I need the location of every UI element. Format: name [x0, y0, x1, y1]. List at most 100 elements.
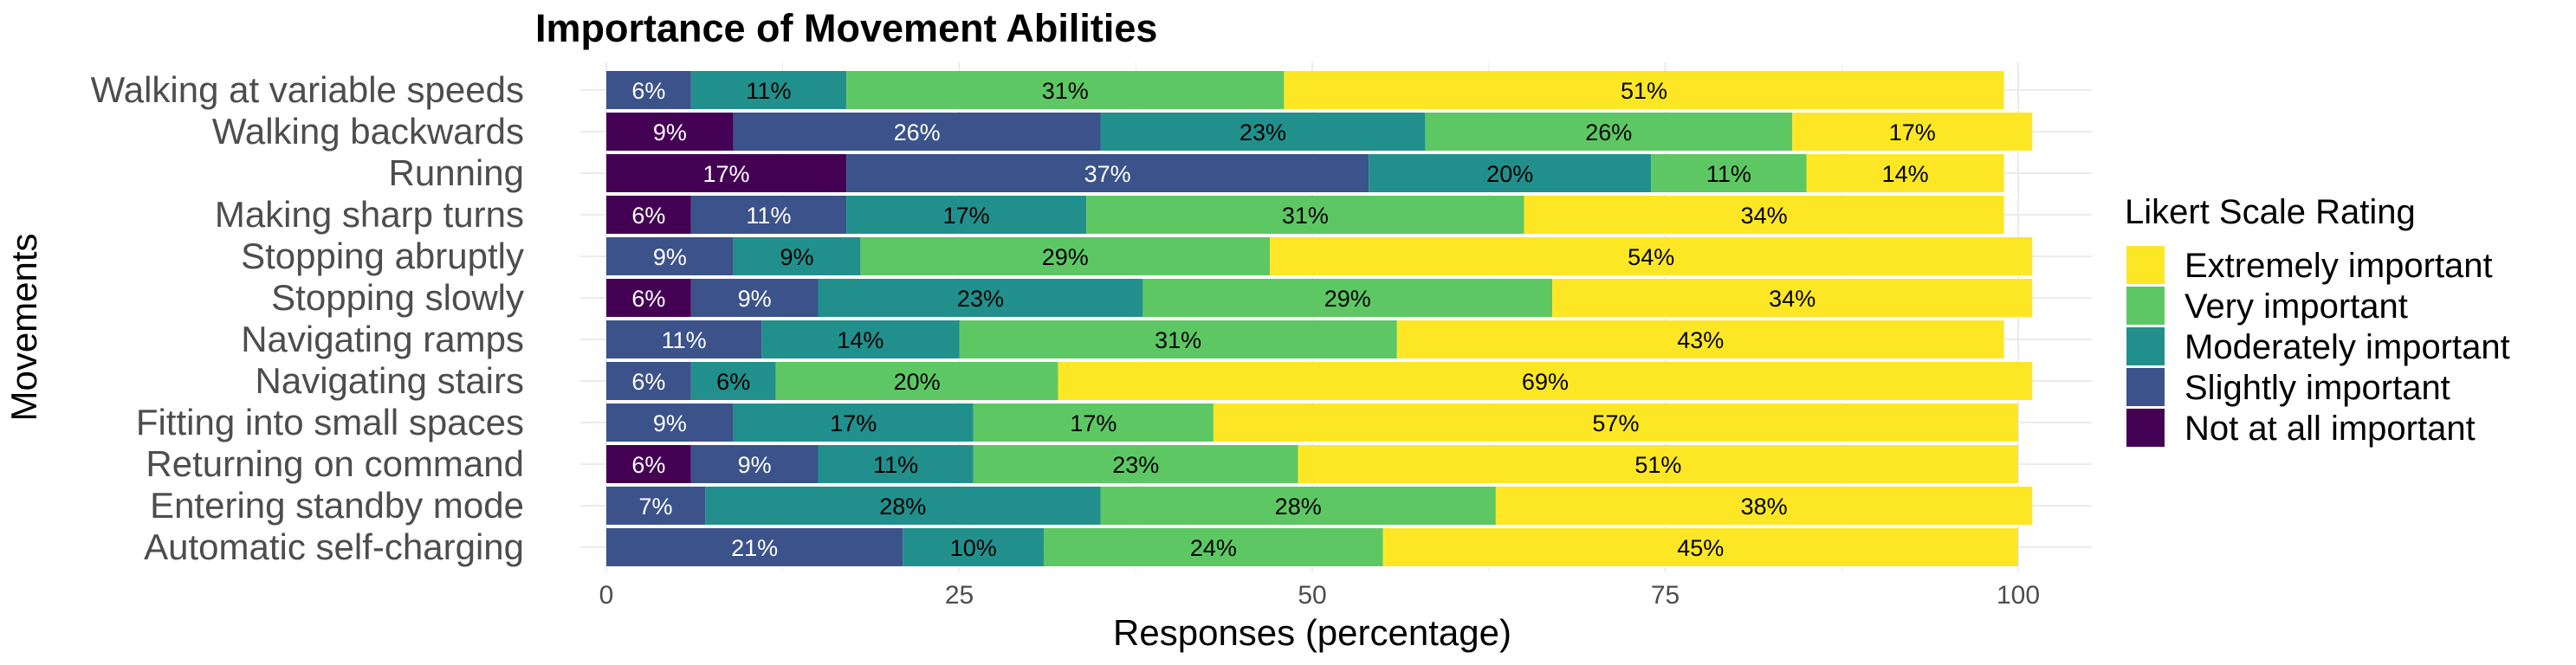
bar-segment: [606, 237, 734, 275]
bar-segment: [1524, 196, 2004, 234]
row-separator: [606, 442, 2018, 443]
x-axis-ticks: 0 25 50 75 100: [599, 581, 2040, 610]
segment-label: 31%: [1042, 78, 1089, 104]
segment-label: 6%: [631, 203, 665, 229]
bar-segment: [1369, 154, 1652, 192]
bar-segment: [606, 404, 734, 442]
segment-label: 29%: [1042, 244, 1089, 270]
segment-label: 6%: [631, 78, 665, 104]
segment-label: 17%: [943, 203, 990, 229]
bar-segment: [1298, 445, 2018, 483]
bar-segment: [690, 196, 847, 234]
bar-segment: [1142, 279, 1553, 317]
segment-label: 26%: [1585, 119, 1632, 145]
legend-label: Very important: [2184, 287, 2408, 326]
segment-label: 26%: [894, 119, 941, 145]
bar-segment: [606, 487, 706, 525]
segment-label: 20%: [894, 369, 941, 395]
segment-label: 6%: [716, 369, 750, 395]
segment-label: 9%: [653, 244, 687, 270]
segment-label: 6%: [631, 286, 665, 312]
bar-segment: [733, 404, 974, 442]
segment-label: 9%: [738, 452, 772, 478]
y-tick-label: Walking backwards: [212, 111, 524, 152]
bar-segment: [606, 154, 847, 192]
segment-label: 6%: [631, 452, 665, 478]
legend-swatch: [2126, 246, 2165, 284]
row-separator: [606, 234, 2018, 236]
segment-label: 11%: [873, 452, 918, 478]
row-separator: [606, 525, 2018, 526]
segment-label: 9%: [653, 119, 687, 145]
bar-segment: [775, 362, 1058, 400]
bar-segment: [818, 445, 974, 483]
bar-segment: [1396, 320, 2004, 358]
bar-segment: [761, 320, 960, 358]
bar-segment: [606, 528, 903, 566]
segment-label: 54%: [1628, 244, 1674, 270]
bar-segment: [1425, 113, 1793, 151]
bar-segment: [846, 196, 1087, 234]
bar-segment: [846, 71, 1285, 109]
row-separator: [606, 275, 2018, 277]
segment-label: 6%: [631, 369, 665, 395]
bar-segment: [973, 445, 1298, 483]
y-tick-label: Fitting into small spaces: [136, 402, 524, 442]
bar-segment: [1651, 154, 1807, 192]
legend-swatch: [2126, 409, 2165, 447]
bar-segment: [973, 404, 1214, 442]
segment-label: 31%: [1282, 203, 1329, 229]
y-tick-label: Stopping abruptly: [241, 236, 524, 276]
segment-label: 7%: [639, 494, 673, 520]
segment-label: 34%: [1769, 286, 1815, 312]
segment-label: 21%: [731, 535, 778, 561]
bar-segment: [606, 445, 691, 483]
bar-segment: [1100, 113, 1426, 151]
segment-label: 23%: [1112, 452, 1159, 478]
segment-label: 37%: [1084, 161, 1131, 187]
bar-segment: [690, 71, 847, 109]
legend-label: Moderately important: [2184, 328, 2510, 366]
y-tick-label: Running: [389, 152, 524, 193]
bar-segment: [705, 487, 1101, 525]
bar-segment: [818, 279, 1143, 317]
bar-segment: [606, 320, 762, 358]
segment-label: 31%: [1155, 327, 1201, 353]
y-tick-label: Navigating stairs: [256, 360, 524, 401]
segment-label: 9%: [738, 286, 772, 312]
bar-segment: [1806, 154, 2004, 192]
y-tick-label: Automatic self-charging: [144, 526, 524, 567]
segment-label: 51%: [1634, 452, 1681, 478]
bar-segment: [1495, 487, 2033, 525]
segment-label: 11%: [746, 78, 791, 104]
row-separator: [606, 151, 2018, 152]
bar-segment: [1058, 362, 2033, 400]
chart-title: Importance of Movement Abilities: [535, 6, 1157, 50]
legend-label: Slightly important: [2184, 369, 2450, 407]
bar-segment: [959, 320, 1397, 358]
bar-segment: [606, 71, 691, 109]
bars: [606, 71, 2033, 568]
legend-label: Not at all important: [2184, 410, 2476, 448]
segment-label: 17%: [830, 410, 877, 436]
segment-label: 69%: [1522, 369, 1569, 395]
bar-segment: [1270, 237, 2033, 275]
segment-label: 10%: [950, 535, 997, 561]
bar-segment: [860, 237, 1271, 275]
bar-segment: [903, 528, 1045, 566]
segment-labels: 6% 11% 31% 51% 9% 26% 23% 26% 17% 17% 37% 20% 11% 14%…: [631, 78, 1935, 561]
segment-label: 23%: [1239, 119, 1286, 145]
x-axis-title: Responses (percentage): [1113, 612, 1511, 653]
bar-segment: [606, 196, 691, 234]
segment-label: 17%: [703, 161, 750, 187]
segment-label: 34%: [1741, 203, 1788, 229]
segment-label: 11%: [1706, 161, 1751, 187]
bar-segment: [1100, 487, 1496, 525]
bar-segment: [690, 445, 819, 483]
x-tick-label: 50: [1298, 581, 1326, 610]
bar-segment: [606, 113, 734, 151]
segment-label: 28%: [1275, 494, 1322, 520]
y-tick-label: Making sharp turns: [215, 194, 524, 235]
